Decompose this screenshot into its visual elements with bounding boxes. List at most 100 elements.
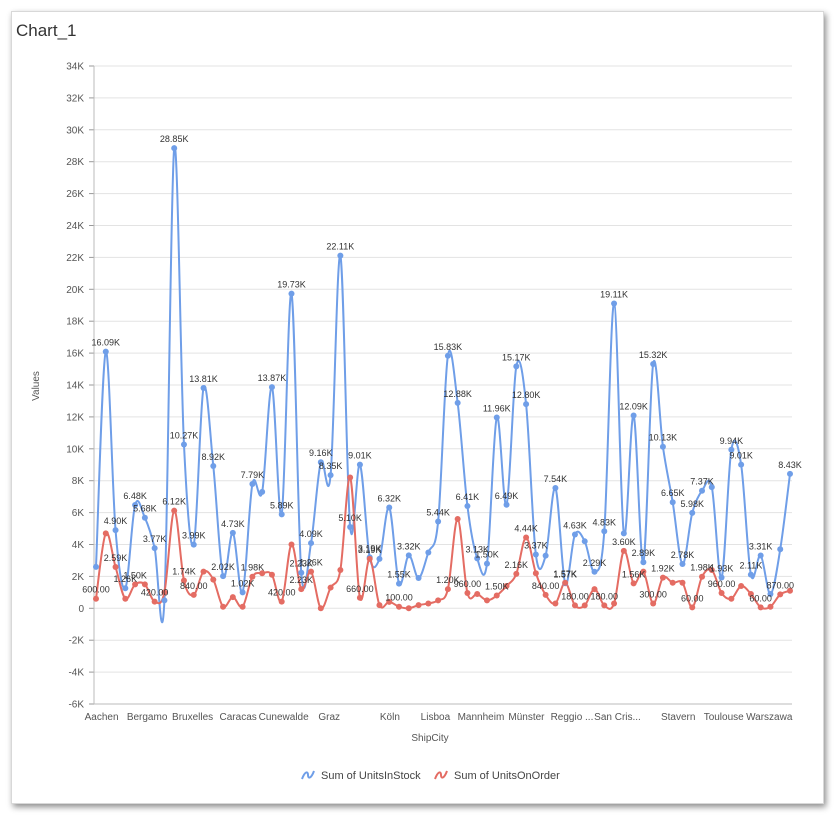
data-point[interactable] [190, 541, 197, 548]
data-point[interactable] [141, 581, 148, 588]
data-point[interactable] [425, 549, 432, 556]
data-point[interactable] [620, 547, 627, 554]
data-point[interactable] [601, 602, 608, 609]
data-point[interactable] [728, 446, 735, 453]
data-point[interactable] [787, 587, 793, 594]
data-point[interactable] [513, 570, 520, 577]
data-point[interactable] [464, 503, 471, 510]
data-point[interactable] [591, 568, 598, 575]
data-point[interactable] [132, 501, 139, 508]
data-point[interactable] [347, 523, 354, 530]
data-point[interactable] [347, 474, 354, 481]
data-point[interactable] [259, 570, 266, 577]
data-point[interactable] [396, 603, 403, 610]
data-point[interactable] [288, 290, 295, 297]
data-point[interactable] [112, 563, 119, 570]
data-point[interactable] [503, 501, 510, 508]
data-point[interactable] [699, 487, 706, 494]
data-point[interactable] [718, 574, 725, 581]
data-point[interactable] [630, 580, 637, 587]
data-point[interactable] [200, 385, 207, 392]
data-point[interactable] [210, 463, 217, 470]
data-point[interactable] [151, 545, 158, 552]
data-point[interactable] [767, 590, 774, 597]
data-point[interactable] [787, 470, 793, 477]
data-point[interactable] [268, 571, 275, 578]
legend[interactable]: Sum of UnitsInStock Sum of UnitsOnOrder [301, 770, 560, 782]
data-point[interactable] [337, 567, 344, 574]
data-point[interactable] [454, 515, 461, 522]
data-point[interactable] [386, 598, 393, 605]
data-point[interactable] [454, 399, 461, 406]
data-point[interactable] [747, 590, 754, 597]
data-point[interactable] [493, 414, 500, 421]
data-point[interactable] [356, 594, 363, 601]
data-point[interactable] [738, 582, 745, 589]
data-point[interactable] [220, 603, 227, 610]
data-point[interactable] [532, 551, 539, 558]
data-point[interactable] [415, 602, 422, 609]
data-point[interactable] [317, 459, 324, 466]
data-point[interactable] [523, 401, 530, 408]
data-point[interactable] [679, 579, 686, 586]
data-point[interactable] [532, 570, 539, 577]
data-point[interactable] [366, 555, 373, 562]
data-point[interactable] [327, 472, 334, 479]
data-point[interactable] [474, 555, 481, 562]
data-point[interactable] [611, 600, 618, 607]
data-point[interactable] [562, 579, 569, 586]
data-point[interactable] [229, 529, 236, 536]
data-point[interactable] [777, 591, 784, 598]
data-point[interactable] [640, 559, 647, 566]
data-point[interactable] [503, 582, 510, 589]
data-point[interactable] [239, 589, 246, 596]
data-point[interactable] [327, 584, 334, 591]
data-point[interactable] [122, 595, 129, 602]
data-point[interactable] [552, 600, 559, 607]
data-point[interactable] [376, 555, 383, 562]
data-point[interactable] [298, 569, 305, 576]
data-point[interactable] [483, 597, 490, 604]
data-point[interactable] [601, 528, 608, 535]
data-point[interactable] [513, 363, 520, 370]
data-point[interactable] [650, 600, 657, 607]
data-point[interactable] [630, 412, 637, 419]
data-point[interactable] [249, 481, 256, 488]
data-point[interactable] [435, 518, 442, 525]
data-point[interactable] [190, 591, 197, 598]
legend-item[interactable]: Sum of UnitsOnOrder [454, 770, 560, 782]
data-point[interactable] [689, 509, 696, 516]
data-point[interactable] [728, 595, 735, 602]
data-point[interactable] [405, 605, 412, 612]
data-point[interactable] [405, 552, 412, 559]
data-point[interactable] [337, 252, 344, 259]
data-point[interactable] [699, 573, 706, 580]
data-point[interactable] [493, 592, 500, 599]
data-point[interactable] [161, 589, 168, 596]
data-point[interactable] [249, 573, 256, 580]
data-point[interactable] [689, 604, 696, 611]
data-point[interactable] [200, 568, 207, 575]
data-point[interactable] [738, 461, 745, 468]
data-point[interactable] [298, 586, 305, 593]
data-point[interactable] [278, 598, 285, 605]
data-point[interactable] [669, 499, 676, 506]
data-point[interactable] [708, 484, 715, 491]
data-point[interactable] [317, 605, 324, 612]
data-point[interactable] [180, 441, 187, 448]
data-point[interactable] [679, 560, 686, 567]
data-point[interactable] [151, 598, 158, 605]
data-point[interactable] [220, 573, 227, 580]
data-point[interactable] [444, 586, 451, 593]
data-point[interactable] [376, 602, 383, 609]
data-point[interactable] [210, 576, 217, 583]
data-point[interactable] [611, 300, 618, 307]
data-point[interactable] [464, 589, 471, 596]
data-point[interactable] [102, 530, 109, 537]
data-point[interactable] [640, 568, 647, 575]
data-point[interactable] [141, 514, 148, 521]
data-point[interactable] [757, 604, 764, 611]
data-point[interactable] [757, 552, 764, 559]
data-point[interactable] [425, 600, 432, 607]
data-point[interactable] [523, 534, 530, 541]
